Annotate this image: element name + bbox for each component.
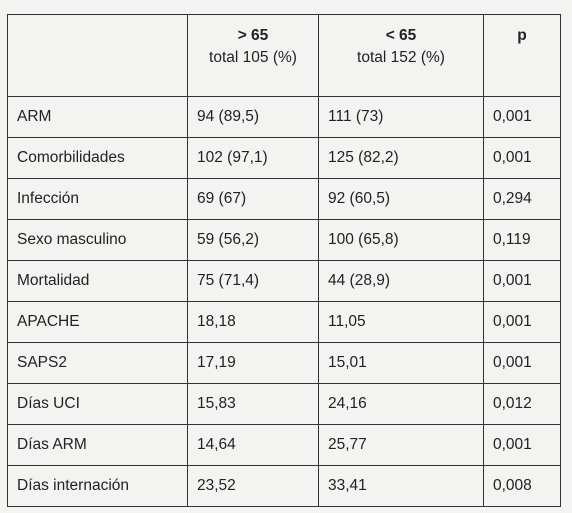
cell: 18,18 — [187, 301, 319, 343]
cell: 25,77 — [318, 424, 484, 466]
cell: 0,001 — [483, 424, 561, 466]
cell: 0,001 — [483, 260, 561, 302]
row-label: Días UCI — [7, 383, 188, 425]
cell: 0,008 — [483, 465, 561, 507]
row-label: SAPS2 — [7, 342, 188, 384]
cell: 59 (56,2) — [187, 219, 319, 261]
header-group: > 65 — [237, 27, 269, 44]
header-cell: p — [483, 14, 561, 97]
table-row: Mortalidad 75 (71,4) 44 (28,9) 0,001 — [7, 260, 561, 302]
table-body: ARM 94 (89,5) 111 (73) 0,001 Comorbilidades 1… — [7, 96, 561, 507]
table-row: Comorbilidades 102 (97,1) 125 (82,2) 0,001 — [7, 137, 561, 179]
cell: 75 (71,4) — [187, 260, 319, 302]
cell: 125 (82,2) — [318, 137, 484, 179]
cell: 33,41 — [318, 465, 484, 507]
corner-cell — [7, 14, 188, 97]
cell: 14,64 — [187, 424, 319, 466]
cell: 0,012 — [483, 383, 561, 425]
row-label: Mortalidad — [7, 260, 188, 302]
cell: 0,294 — [483, 178, 561, 220]
data-table: > 65 total 105 (%) < 65 total 152 (%) p ARM 9… — [7, 14, 561, 507]
table-row: APACHE 18,18 11,05 0,001 — [7, 301, 561, 343]
row-label: Sexo masculino — [7, 219, 188, 261]
cell: 23,52 — [187, 465, 319, 507]
cell: 100 (65,8) — [318, 219, 484, 261]
row-label: Infección — [7, 178, 188, 220]
row-label: Días ARM — [7, 424, 188, 466]
table-row: SAPS2 17,19 15,01 0,001 — [7, 342, 561, 384]
cell: 92 (60,5) — [318, 178, 484, 220]
table-row: Días UCI 15,83 24,16 0,012 — [7, 383, 561, 425]
table-header: > 65 total 105 (%) < 65 total 152 (%) p — [7, 14, 561, 97]
row-label: Días internación — [7, 465, 188, 507]
cell: 69 (67) — [187, 178, 319, 220]
cell: 0,119 — [483, 219, 561, 261]
table-row: ARM 94 (89,5) 111 (73) 0,001 — [7, 96, 561, 138]
header-group: p — [517, 27, 527, 44]
cell: 17,19 — [187, 342, 319, 384]
cell: 102 (97,1) — [187, 137, 319, 179]
cell: 15,83 — [187, 383, 319, 425]
cell: 94 (89,5) — [187, 96, 319, 138]
cell: 0,001 — [483, 137, 561, 179]
cell: 24,16 — [318, 383, 484, 425]
row-label: APACHE — [7, 301, 188, 343]
cell: 0,001 — [483, 301, 561, 343]
table-row: Sexo masculino 59 (56,2) 100 (65,8) 0,119 — [7, 219, 561, 261]
header-total: total 105 (%) — [209, 49, 297, 66]
cell: 111 (73) — [318, 96, 484, 138]
table-row: Días ARM 14,64 25,77 0,001 — [7, 424, 561, 466]
header-cell: < 65 total 152 (%) — [318, 14, 484, 97]
header-group: < 65 — [385, 27, 417, 44]
cell: 44 (28,9) — [318, 260, 484, 302]
row-label: Comorbilidades — [7, 137, 188, 179]
table-row: Infección 69 (67) 92 (60,5) 0,294 — [7, 178, 561, 220]
cell: 0,001 — [483, 342, 561, 384]
header-cell: > 65 total 105 (%) — [187, 14, 319, 97]
cell: 15,01 — [318, 342, 484, 384]
cell: 11,05 — [318, 301, 484, 343]
header-total: total 152 (%) — [357, 49, 445, 66]
cell: 0,001 — [483, 96, 561, 138]
row-label: ARM — [7, 96, 188, 138]
table-row: Días internación 23,52 33,41 0,008 — [7, 465, 561, 507]
